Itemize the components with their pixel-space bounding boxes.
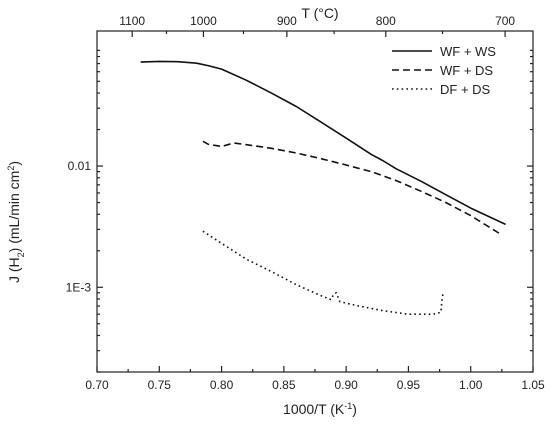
series-layer <box>140 60 506 316</box>
series-line-2 <box>202 140 503 236</box>
x-tick-label: 1.05 <box>521 378 545 392</box>
top-tick-label: 700 <box>495 14 515 28</box>
x-tick-label: 0.75 <box>148 378 172 392</box>
x-axis-label: 1000/T (K-1) <box>283 401 357 417</box>
x-axis: 0.70 0.75 0.80 0.85 0.90 0.95 1.00 1.05 <box>85 366 545 392</box>
x-tick-label: 0.85 <box>272 378 296 392</box>
series-line-1 <box>140 60 506 226</box>
series-line-3 <box>202 230 445 316</box>
legend-label: WF + DS <box>440 63 493 78</box>
top-tick-label: 1100 <box>119 14 145 28</box>
y-axis: 0.01 1E-3 <box>66 49 533 373</box>
top-axis: 1100 1000 900 800 700 <box>119 14 515 37</box>
x-tick-label: 0.90 <box>334 378 358 392</box>
legend-label: DF + DS <box>440 82 491 97</box>
top-tick-label: 800 <box>376 14 396 28</box>
x-tick-label: 0.95 <box>397 378 421 392</box>
x-tick-label: 1.00 <box>459 378 483 392</box>
legend-label: WF + WS <box>440 44 496 59</box>
x-tick-label: 0.80 <box>210 378 234 392</box>
legend: WF + WS WF + DS DF + DS <box>392 44 496 97</box>
x-tick-label: 0.70 <box>85 378 109 392</box>
y-tick-label: 0.01 <box>68 159 92 173</box>
y-axis-label: J (H2) (mL/min cm2) <box>6 161 26 283</box>
top-tick-label: 1000 <box>190 14 217 28</box>
top-axis-label: T (°C) <box>301 5 338 21</box>
y-tick-label: 1E-3 <box>66 280 92 294</box>
top-tick-label: 900 <box>277 14 297 28</box>
